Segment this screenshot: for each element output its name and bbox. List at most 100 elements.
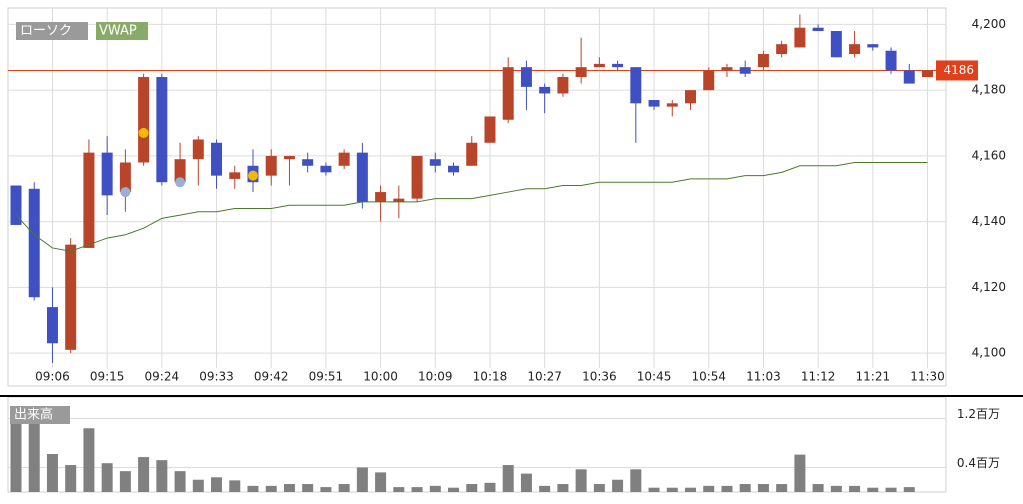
volume-bar [393, 487, 405, 492]
volume-bar [265, 485, 277, 492]
x-tick-label: 09:33 [199, 370, 234, 384]
volume-bar [812, 484, 824, 492]
volume-bar [685, 487, 697, 492]
candle-body [174, 159, 186, 183]
x-tick-label: 10:27 [527, 370, 562, 384]
candle-body [338, 152, 350, 166]
x-tick-label: 09:24 [145, 370, 180, 384]
volume-bar [10, 407, 22, 492]
candle-body [757, 54, 769, 68]
volume-bar [612, 479, 624, 492]
candle-body [612, 63, 624, 68]
y-tick-label: 4,120 [972, 280, 1006, 294]
candle-body [867, 44, 879, 48]
signal-marker [138, 127, 149, 138]
y-tick-label: 0.4百万 [957, 456, 1000, 470]
candle-body [484, 116, 496, 143]
candle-body [320, 165, 332, 173]
candle-body [903, 70, 915, 84]
volume-title: 出来高 [14, 407, 53, 423]
volume-bar [630, 469, 642, 492]
candle-body [630, 67, 642, 104]
candle-body [265, 155, 277, 176]
volume-bar [776, 484, 788, 492]
candle-body [520, 67, 532, 87]
volume-bar [666, 487, 678, 492]
price-panel [7, 7, 947, 387]
candle-body [101, 152, 113, 196]
legend-vwap: VWAP [99, 24, 137, 39]
candle-body [138, 77, 150, 163]
x-tick-label: 09:51 [309, 370, 344, 384]
candle-body [721, 67, 733, 71]
volume-bar [593, 484, 605, 492]
x-tick-label: 09:15 [90, 370, 125, 384]
volume-bar [830, 485, 842, 492]
volume-bar [83, 428, 95, 492]
candle-body [119, 162, 131, 193]
vwap-line [15, 161, 928, 252]
volume-bar [375, 472, 387, 492]
volume-bar [575, 469, 587, 492]
candle-body [10, 185, 22, 225]
last-price-box [936, 60, 978, 81]
x-tick-label: 11:12 [801, 370, 836, 384]
volume-bar [648, 487, 660, 492]
volume-bar [466, 484, 478, 492]
candle-body [302, 159, 314, 166]
volume-bar [757, 484, 769, 492]
x-tick-label: 10:18 [473, 370, 508, 384]
candle-body [448, 165, 460, 173]
candle-body [283, 155, 295, 160]
volume-bar [174, 471, 186, 492]
volume-bar [192, 479, 204, 492]
candle-body [575, 67, 587, 78]
signal-marker [175, 177, 186, 188]
volume-bar [721, 485, 733, 492]
x-tick-label: 11:03 [746, 370, 781, 384]
candle-body [46, 307, 58, 344]
candle-body [593, 63, 605, 68]
candle-body [28, 188, 40, 298]
signal-marker [120, 187, 131, 198]
volume-bar [283, 484, 295, 492]
x-tick-label: 10:09 [418, 370, 453, 384]
candle-body [666, 103, 678, 107]
candle-body [229, 172, 241, 179]
candle-body [739, 67, 751, 74]
volume-bar [520, 473, 532, 492]
volume-bar [885, 487, 897, 492]
candle-body [211, 142, 223, 176]
candle-body [703, 70, 715, 91]
x-tick-label: 10:54 [691, 370, 726, 384]
candle-body [776, 44, 788, 55]
legend-vwap-box [96, 22, 148, 40]
candle-body [812, 27, 824, 32]
volume-bar [448, 487, 460, 492]
volume-title-box [10, 406, 70, 424]
volume-bar [867, 487, 879, 492]
y-tick-label: 4,200 [972, 17, 1006, 31]
volume-bar [703, 485, 715, 492]
candle-body [411, 155, 423, 199]
volume-bar [429, 485, 441, 492]
candle-body [65, 244, 77, 350]
volume-bar [138, 457, 150, 492]
volume-bar [557, 484, 569, 492]
y-tick-label: 4,160 [972, 148, 1006, 162]
candle-body [356, 152, 368, 202]
candle-body [156, 77, 168, 183]
volume-bar [229, 480, 241, 492]
y-tick-label: 4,100 [972, 346, 1006, 360]
candle-body [830, 31, 842, 58]
candle-body [83, 152, 95, 248]
candle-body [393, 198, 405, 202]
candle-body [375, 192, 387, 202]
volume-bar [46, 454, 58, 492]
volume-bar [65, 465, 77, 492]
x-tick-label: 10:00 [363, 370, 398, 384]
x-tick-label: 09:06 [35, 370, 70, 384]
legend-candle: ローソク [20, 24, 72, 39]
candle-body [429, 159, 441, 166]
volume-bar [539, 485, 551, 492]
